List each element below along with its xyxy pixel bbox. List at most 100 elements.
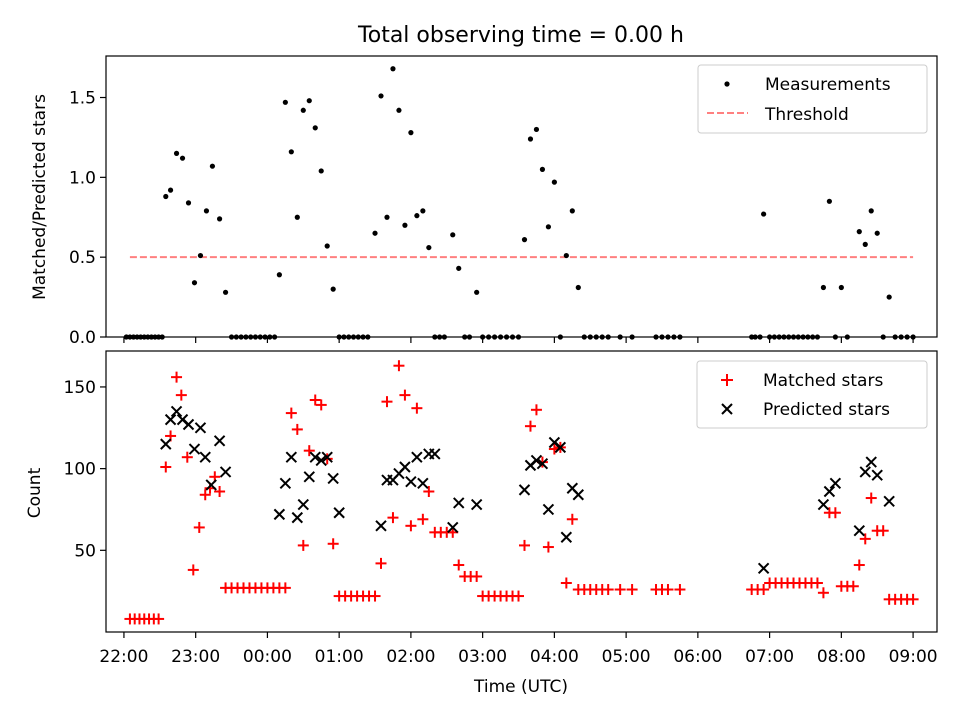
- measurement-point: [330, 286, 336, 292]
- measurement-point: [771, 334, 777, 340]
- measurement-point: [539, 166, 546, 172]
- measurement-point: [810, 334, 816, 340]
- measurement-point: [629, 334, 635, 340]
- predicted-star-point: [823, 485, 836, 498]
- predicted-star-point: [160, 438, 172, 450]
- predicted-star-point: [375, 520, 387, 532]
- predicted-star-point: [417, 477, 429, 490]
- measurement-point: [557, 334, 563, 340]
- x-tick-label: 08:00: [817, 647, 866, 667]
- matched-star-point: [518, 539, 530, 551]
- x-tick-label: 04:00: [530, 647, 579, 667]
- measurement-point: [545, 224, 552, 230]
- measurement-point: [480, 334, 486, 340]
- measurement-point: [749, 334, 755, 340]
- predicted-star-point: [447, 521, 459, 534]
- matched-star-point: [181, 451, 193, 463]
- measurement-point: [159, 334, 165, 340]
- count-plot-area: [105, 350, 938, 633]
- predicted-star-point: [853, 525, 865, 537]
- predicted-star-point: [297, 498, 309, 511]
- matched-star-point: [566, 513, 578, 525]
- predicted-star-point: [303, 471, 315, 483]
- measurement-point: [503, 334, 510, 340]
- measurement-point: [497, 334, 504, 340]
- matched-star-point: [291, 423, 303, 435]
- measurement-point: [145, 334, 151, 340]
- measurement-point: [267, 334, 273, 340]
- count-x-ticks: 22:00 23:00 00:00 01:00 02:00 03:00 04:00 05:00…: [99, 632, 938, 667]
- measurement-point: [318, 168, 324, 174]
- measurement-point: [874, 230, 880, 236]
- matched-star-point: [513, 590, 525, 602]
- predicted-star-point: [291, 511, 304, 524]
- matched-star-point: [859, 533, 871, 545]
- predicted-star-point: [399, 461, 411, 473]
- measurement-point: [533, 126, 540, 133]
- matched-star-point: [381, 396, 393, 408]
- measurement-point: [474, 289, 480, 295]
- measurement-point: [826, 198, 832, 204]
- y-tick-label: 1.0: [69, 168, 96, 188]
- predicted-star-point: [859, 466, 871, 478]
- measurement-point: [414, 213, 420, 219]
- measurement-point: [910, 334, 916, 340]
- count-data: [124, 360, 919, 625]
- measurement-point: [360, 334, 366, 340]
- measurement-point: [152, 334, 158, 340]
- matched-star-point: [285, 407, 297, 419]
- matched-star-point: [847, 580, 859, 592]
- matched-star-point: [375, 557, 387, 569]
- matched-star-point: [865, 492, 877, 504]
- measurement-point: [441, 334, 447, 340]
- measurement-point: [148, 334, 155, 340]
- y-tick-label: 150: [64, 378, 96, 398]
- measurement-point: [396, 107, 402, 113]
- measurement-point: [761, 211, 767, 217]
- predicted-star-point: [405, 475, 417, 488]
- predicted-star-point: [411, 451, 423, 463]
- measurement-point: [767, 334, 773, 340]
- predicted-star-point: [188, 443, 201, 455]
- matched-star-point: [524, 420, 536, 432]
- measurement-point: [653, 334, 659, 340]
- measurement-point: [880, 334, 886, 340]
- matched-star-point: [423, 486, 435, 497]
- matched-star-point: [327, 538, 339, 550]
- measurement-point: [587, 334, 593, 340]
- predicted-star-point: [164, 413, 177, 426]
- measurement-point: [450, 232, 456, 238]
- matched-star-point: [626, 584, 638, 596]
- measurement-point: [173, 150, 180, 156]
- predicted-star-point: [470, 498, 483, 511]
- predicted-star-point: [883, 495, 895, 508]
- matched-star-point: [471, 570, 483, 582]
- measurement-point: [209, 163, 216, 169]
- legend-threshold-label: Threshold: [764, 105, 849, 125]
- measurement-point: [665, 334, 671, 340]
- ratio-legend: Measurements Threshold: [697, 64, 928, 134]
- predicted-star-point: [315, 454, 327, 467]
- measurement-point: [805, 334, 811, 340]
- measurement-point: [350, 334, 357, 340]
- measurement-point: [390, 66, 396, 72]
- measurement-point: [372, 230, 378, 236]
- x-tick-label: 00:00: [243, 647, 292, 667]
- predicted-star-point: [213, 435, 226, 447]
- x-tick-label: 09:00: [889, 647, 938, 667]
- measurement-point: [294, 214, 300, 220]
- predicted-star-point: [536, 458, 549, 470]
- measurement-point: [123, 334, 129, 340]
- measurement-point: [167, 187, 174, 193]
- predicted-star-point: [285, 451, 298, 463]
- matched-star-point: [453, 559, 465, 571]
- measurement-point: [617, 334, 623, 340]
- measurement-point: [276, 272, 282, 278]
- predicted-star-point: [829, 477, 842, 490]
- measurement-point: [814, 334, 821, 340]
- matched-star-point: [193, 521, 205, 533]
- measurement-point: [306, 98, 312, 104]
- count-legend: Matched stars Predicted stars: [696, 360, 928, 429]
- measurement-point: [355, 334, 361, 340]
- ratio-plot-area: [105, 55, 938, 338]
